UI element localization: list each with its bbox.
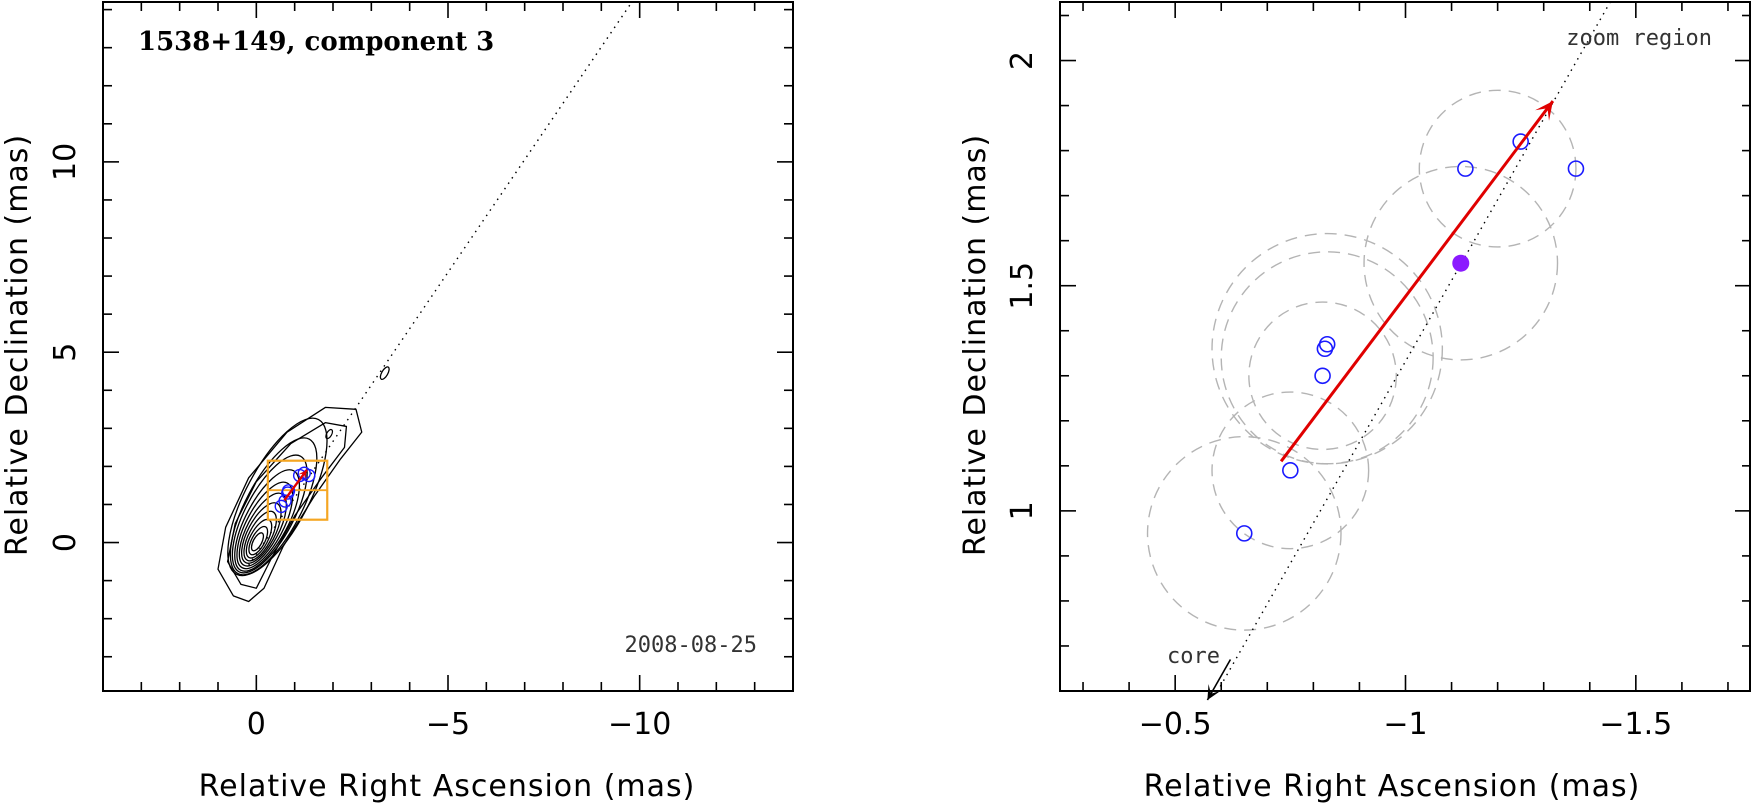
left-axis-ticks [102,2,794,691]
left-panel-title: 1538+149, component 3 [138,27,494,57]
component-marker [1318,335,1336,353]
right-x-tick-label: −0.5 [1139,707,1212,742]
jet-trajectory-line [248,2,633,566]
core-label: core [1167,644,1220,669]
contour-level [231,454,308,574]
uncertainty-circle [1146,435,1342,631]
core-direction-arrowhead [1207,684,1221,701]
left-plot-frame [102,1,794,692]
contour-island [379,366,390,381]
component-marker [281,484,296,498]
right-tick-labels: −0.5 −1 −1.5 1 1.5 2 [1005,51,1672,742]
contour-outer [217,406,363,603]
right-x-tick-label: −1.5 [1599,707,1672,742]
right-y-tick-label: 1.5 [1005,262,1040,310]
contour-level [243,510,278,562]
contour-island [325,428,334,440]
component-marker [1457,160,1474,177]
contour-level [236,481,294,570]
contour-level [226,421,348,589]
observation-date: 2008-08-25 [625,633,757,658]
right-y-tick-label: 2 [1005,51,1040,70]
uncertainty-circle [1363,165,1559,361]
component-marker [1314,367,1331,385]
motion-vector-arrow [1279,100,1555,463]
motion-vector-arrowhead [298,469,307,480]
uncertainty-circle [1248,301,1397,451]
uncertainty-circle [1211,391,1370,550]
left-y-tick-label: 5 [48,343,83,362]
contour-level [240,502,282,564]
left-x-axis-label: Relative Right Ascension (mas) [199,769,696,804]
contour-level [250,532,265,552]
jet-contour-map [217,366,390,603]
uncertainty-circle [1418,89,1577,248]
component-marker [1512,133,1529,150]
jet-trajectory-line [1216,2,1612,691]
uncertainty-circles [1146,89,1577,631]
motion-vector-arrow [283,469,308,502]
left-y-tick-label: 10 [48,143,83,181]
trajectory-dotted-line [248,2,633,566]
left-x-tick-label: −5 [426,707,470,742]
left-tick-labels: 0 −5 −10 0 5 10 [48,143,671,742]
left-x-tick-label: −10 [608,707,671,742]
contour-level [234,469,301,572]
right-axis-ticks [1060,2,1751,691]
left-panel: 0 −5 −10 0 5 10 1538+149, component 3 2008-08… [0,1,794,804]
left-overlay [266,459,329,521]
component-marker [1567,160,1585,177]
right-overlay [1206,100,1585,701]
component-marker [1282,462,1299,479]
right-y-tick-label: 1 [1005,501,1040,520]
left-y-tick-label: 0 [48,533,83,552]
left-x-tick-label: 0 [247,707,266,742]
right-y-axis-label: Relative Declination (mas) [958,134,993,556]
right-panel: −0.5 −1 −1.5 1 1.5 2 zoom region core Relativ… [958,1,1751,804]
core-direction-arrow [1206,659,1232,701]
left-y-axis-label: Relative Declination (mas) [0,134,35,556]
component-marker [1235,525,1253,542]
right-x-axis-label: Relative Right Ascension (mas) [1144,769,1641,804]
trajectory-dotted-line [1216,2,1612,691]
contour-level [229,437,318,576]
right-x-tick-label: −1 [1383,707,1427,742]
mean-position-marker [1452,254,1470,272]
motion-vector-arrowhead [1535,101,1553,121]
uncertainty-circle [1220,251,1434,465]
zoom-region-label: zoom region [1566,26,1712,51]
contour-level [227,417,328,577]
uncertainty-circle [1211,232,1444,465]
